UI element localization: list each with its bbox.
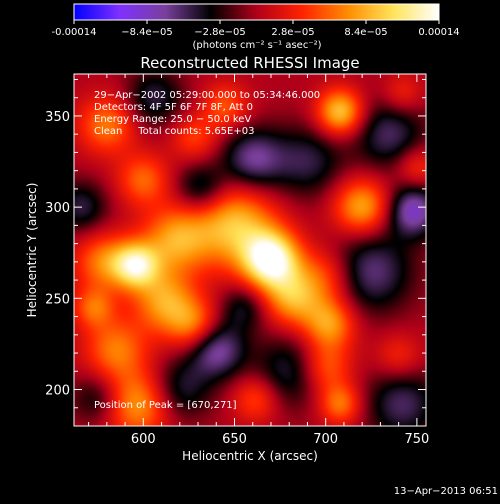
peak-position-label: Position of Peak = [670,271]: [94, 400, 237, 411]
colorbar-tick-label: 8.4e−05: [344, 27, 387, 38]
y-tick-label: 200: [45, 384, 70, 399]
footer-timestamp: 13−Apr−2013 06:51: [394, 486, 498, 497]
colorbar-tick-label: −8.4e−05: [121, 27, 173, 38]
colorbar-tick-label: 0.00014: [418, 27, 459, 38]
axis-ticks: [74, 74, 426, 426]
colorbar-tick-label: 2.8e−05: [271, 27, 314, 38]
x-tick-label: 750: [404, 432, 429, 447]
colorbar-tick-label: -0.00014: [52, 27, 97, 38]
x-tick-label: 650: [222, 432, 247, 447]
x-tick-label: 600: [131, 432, 156, 447]
x-axis-label: Heliocentric X (arcsec): [182, 449, 318, 463]
colorbar: [73, 3, 440, 21]
colorbar-ticks: -0.00014 −8.4e−05 −2.8e−05 2.8e−05 8.4e−05 0.…: [52, 20, 460, 38]
x-tick-labels: 600 650 700 750: [131, 432, 429, 447]
y-tick-label: 350: [45, 110, 70, 125]
y-tick-label: 300: [45, 201, 70, 216]
colorbar-unit-label: (photons cm⁻² s⁻¹ asec⁻²): [192, 40, 321, 51]
y-tick-label: 250: [45, 292, 70, 307]
y-tick-labels: 200 250 300 350: [45, 110, 70, 399]
plot-frame: [73, 73, 427, 427]
annotation-time-range: 29−Apr−2002 05:29:00.000 to 05:34:46.000: [94, 90, 320, 101]
annotation-detectors: Detectors: 4F 5F 6F 7F 8F, Att 0: [94, 102, 253, 113]
colorbar-tick-label: −2.8e−05: [194, 27, 246, 38]
heatmap-image: [74, 74, 426, 426]
annotation-energy-range: Energy Range: 25.0 − 50.0 keV: [94, 114, 251, 125]
y-axis-label: Heliocentric Y (arcsec): [25, 183, 39, 318]
chart-title: Reconstructed RHESSI Image: [140, 54, 359, 72]
x-tick-label: 700: [313, 432, 338, 447]
annotation-clean-counts: Clean Total counts: 5.65E+03: [94, 126, 254, 137]
